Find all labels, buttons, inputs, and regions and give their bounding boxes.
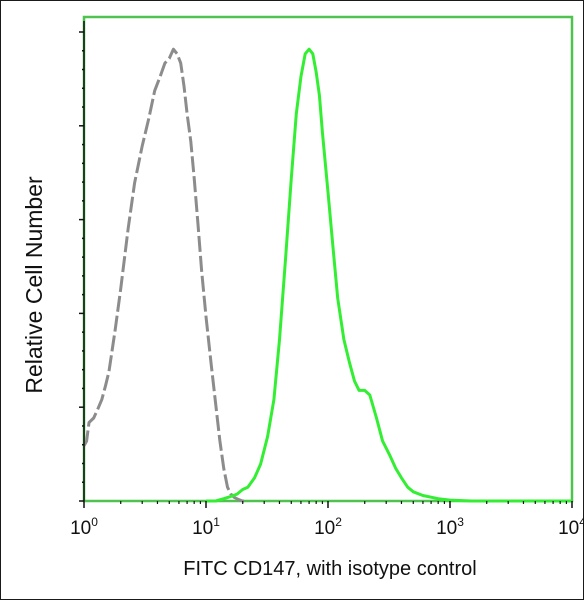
- x-tick-label: 102: [314, 515, 342, 539]
- y-axis-label: Relative Cell Number: [21, 176, 47, 394]
- cd147-curve: [206, 47, 572, 503]
- x-tick-label: 103: [436, 515, 464, 539]
- x-tick-label: 101: [192, 515, 220, 539]
- chart-marks: [82, 47, 572, 503]
- isotype-curve: [82, 47, 248, 503]
- x-axis-label: FITC CD147, with isotype control: [183, 558, 476, 580]
- x-axis-ticks: 100 101 102 103 104: [70, 501, 584, 539]
- x-tick-label: 104: [558, 515, 584, 539]
- plot-area: [82, 15, 574, 503]
- x-tick-label: 100: [70, 515, 98, 539]
- y-axis-ticks: [79, 21, 85, 502]
